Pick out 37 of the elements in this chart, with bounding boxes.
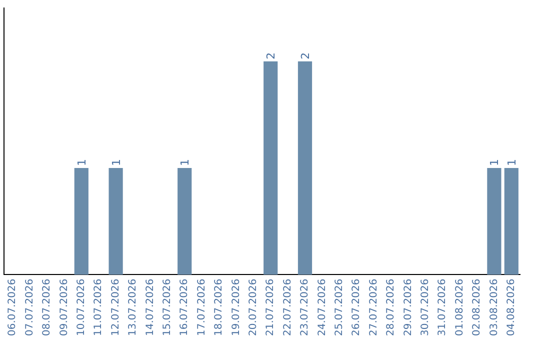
x-tick-label: 25.07.2026 [334, 278, 345, 336]
x-tick-label: 16.07.2026 [179, 278, 190, 336]
x-tick-label: 22.07.2026 [282, 278, 294, 336]
x-tick-label: 19.07.2026 [230, 278, 242, 336]
data-label: 2 [264, 52, 278, 60]
x-tick-label: 12.07.2026 [110, 278, 122, 336]
data-label: 2 [299, 52, 312, 60]
x-tick-label: 20.07.2026 [248, 278, 259, 336]
x-tick-label: 07.07.2026 [24, 278, 36, 336]
x-tick-label: 08.07.2026 [42, 278, 53, 336]
x-tick-label: 14.07.2026 [144, 278, 156, 336]
x-tick-label: 21.07.2026 [265, 278, 276, 336]
x-tick-label: 28.07.2026 [386, 278, 397, 336]
x-tick-label: 11.07.2026 [93, 278, 104, 336]
x-tick-label: 13.07.2026 [128, 278, 139, 336]
data-label: 1 [178, 159, 192, 166]
data-label: 1 [110, 159, 123, 166]
x-tick-label: 23.07.2026 [300, 278, 311, 336]
x-tick-label: 30.07.2026 [420, 278, 431, 336]
x-tick-label: 15.07.2026 [162, 278, 173, 336]
x-tick-label: 18.07.2026 [214, 278, 225, 336]
x-tick-label: 02.08.2026 [472, 278, 483, 336]
data-label: 1 [505, 159, 518, 166]
x-tick-label: 31.07.2026 [437, 278, 448, 336]
x-tick-label: 01.08.2026 [454, 278, 466, 336]
data-label: 1 [488, 159, 502, 166]
data-label: 1 [75, 159, 88, 166]
x-tick-label: 27.07.2026 [368, 278, 380, 336]
x-tick-label: 09.07.2026 [58, 278, 70, 336]
x-tick-label: 29.07.2026 [402, 278, 414, 336]
x-tick-label: 06.07.2026 [7, 278, 18, 336]
x-tick-label: 04.08.2026 [506, 278, 517, 336]
x-tick-label: 26.07.2026 [351, 278, 362, 336]
x-tick-label: 10.07.2026 [76, 278, 87, 336]
x-tick-label: 24.07.2026 [316, 278, 328, 336]
x-tick-label: 17.07.2026 [196, 278, 208, 336]
x-tick-label: 03.08.2026 [488, 278, 500, 336]
